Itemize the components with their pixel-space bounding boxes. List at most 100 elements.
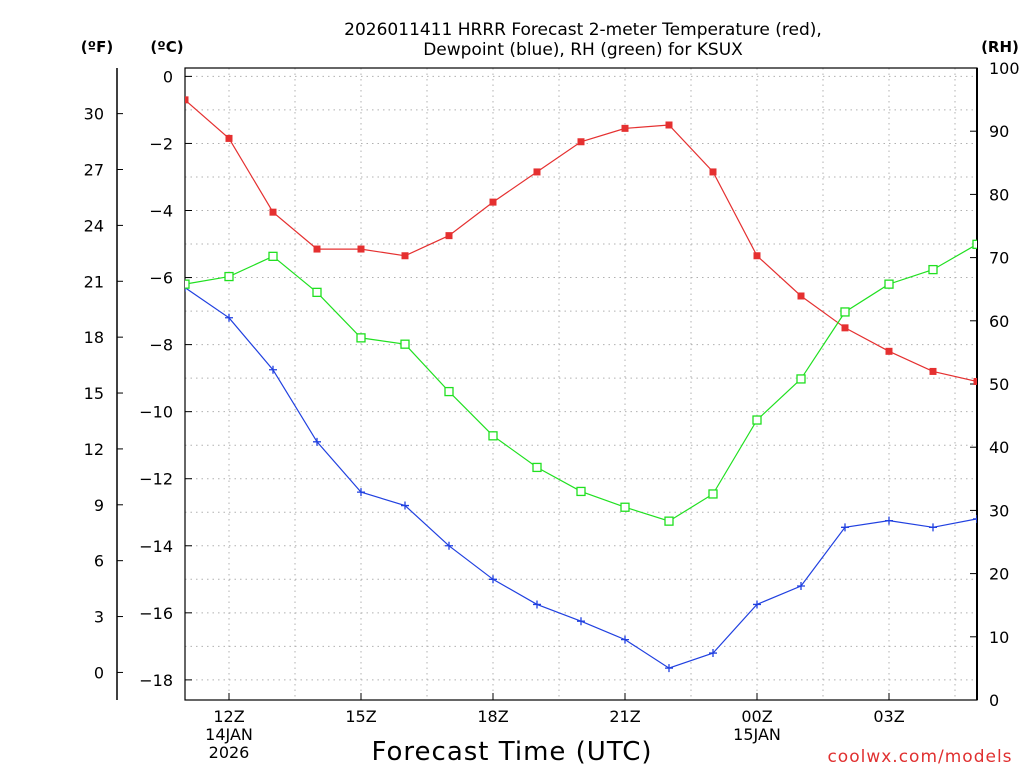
rh-tick-label: 40 xyxy=(989,438,1009,457)
fahrenheit-tick-label: 24 xyxy=(84,216,104,235)
rh-data-point xyxy=(752,415,762,425)
temperature-data-point xyxy=(269,208,277,216)
dewpoint-data-point xyxy=(357,488,365,497)
temperature-data-point xyxy=(929,367,937,375)
fahrenheit-tick-label: 18 xyxy=(84,328,104,347)
rh-tick-label: 10 xyxy=(989,628,1009,647)
rh-tick-label: 70 xyxy=(989,249,1009,268)
rh-data-point xyxy=(840,307,850,317)
dewpoint-data-point xyxy=(621,635,629,644)
rh-tick-label: 80 xyxy=(989,185,1009,204)
rh-data-point xyxy=(444,386,454,397)
x-tick-label: 15Z xyxy=(345,707,376,726)
x-tick-label: 14JAN xyxy=(205,725,253,744)
x-axis-title: Forecast Time (UTC) xyxy=(371,737,652,767)
fahrenheit-tick-label: 3 xyxy=(94,608,104,627)
temperature-data-point xyxy=(357,245,365,253)
temperature-data-point xyxy=(797,292,805,300)
celsius-tick-label: 0 xyxy=(163,67,173,86)
celsius-tick-label: −16 xyxy=(139,604,173,623)
rh-data-point xyxy=(312,287,322,298)
temperature-data-point xyxy=(621,124,629,132)
celsius-unit-label: (ºC) xyxy=(150,38,183,56)
plot-grid xyxy=(185,68,977,700)
rh-tick-label: 60 xyxy=(989,312,1009,331)
rh-data-point xyxy=(884,279,894,289)
fahrenheit-tick-label: 21 xyxy=(84,272,104,291)
dewpoint-data-point xyxy=(973,514,977,523)
celsius-tick-label: −10 xyxy=(139,403,173,422)
dewpoint-data-point xyxy=(577,617,585,626)
dewpoint-data-point xyxy=(665,664,673,673)
dewpoint-data-point xyxy=(489,575,497,584)
fahrenheit-tick-label: 15 xyxy=(84,384,104,403)
dewpoint-data-point xyxy=(313,437,321,446)
celsius-tick-label: −8 xyxy=(149,336,173,355)
rh-data-point xyxy=(620,502,630,512)
dewpoint-data-point xyxy=(753,600,761,609)
celsius-tick-label: −6 xyxy=(149,269,173,288)
temperature-data-point xyxy=(709,168,717,176)
source-credit: coolwx.com/models xyxy=(827,747,1012,767)
rh-data-point xyxy=(972,239,977,249)
temperature-data-point xyxy=(577,138,585,146)
fahrenheit-tick-label: 9 xyxy=(94,496,104,515)
fahrenheit-tick-label: 0 xyxy=(94,663,104,682)
axis-ticks: 0−2−4−6−8−10−12−14−16−183027242118151296… xyxy=(84,59,1020,762)
fahrenheit-tick-label: 12 xyxy=(84,440,104,459)
rh-data-point xyxy=(268,251,278,261)
rh-unit-label: (RH) xyxy=(981,38,1019,56)
temperature-data-point xyxy=(401,252,409,260)
x-tick-label: 00Z xyxy=(741,707,772,726)
dewpoint-data-point xyxy=(841,523,849,532)
x-tick-label: 18Z xyxy=(477,707,508,726)
rh-series-line xyxy=(185,243,977,522)
dewpoint-data-point xyxy=(929,523,937,532)
rh-tick-label: 30 xyxy=(989,501,1009,520)
x-tick-label: 12Z xyxy=(213,707,244,726)
dewpoint-data-point xyxy=(885,516,893,525)
rh-tick-label: 50 xyxy=(989,375,1009,394)
dewpoint-data-point xyxy=(709,649,717,658)
fahrenheit-tick-label: 6 xyxy=(94,552,104,571)
rh-data-point xyxy=(488,431,498,441)
temperature-data-point xyxy=(885,347,893,355)
celsius-tick-label: −2 xyxy=(149,134,173,153)
rh-data-point xyxy=(928,264,938,275)
rh-tick-label: 100 xyxy=(989,59,1020,78)
celsius-tick-label: −14 xyxy=(139,537,173,556)
rh-tick-label: 20 xyxy=(989,565,1009,584)
series-layer xyxy=(185,96,977,673)
temperature-data-point xyxy=(445,232,453,240)
dewpoint-data-point xyxy=(401,501,409,510)
celsius-tick-label: −4 xyxy=(149,201,173,220)
rh-data-point xyxy=(576,486,586,497)
celsius-tick-label: −18 xyxy=(139,671,173,690)
x-tick-label: 15JAN xyxy=(733,725,781,744)
rh-data-point xyxy=(532,462,542,473)
x-tick-label: 21Z xyxy=(609,707,640,726)
temperature-data-point xyxy=(753,252,761,260)
dewpoint-data-point xyxy=(225,313,233,322)
dewpoint-data-point xyxy=(533,600,541,609)
plot-frame xyxy=(184,67,978,701)
celsius-tick-label: −12 xyxy=(139,470,173,489)
temperature-data-point xyxy=(225,134,233,142)
fahrenheit-tick-label: 30 xyxy=(84,105,104,124)
temperature-data-point xyxy=(185,96,189,104)
rh-data-point xyxy=(708,489,718,499)
chart-title-line-2: Dewpoint (blue), RH (green) for KSUX xyxy=(423,40,743,60)
temperature-data-point xyxy=(665,121,673,129)
rh-data-point xyxy=(356,333,366,343)
dewpoint-data-point xyxy=(797,582,805,591)
rh-data-point xyxy=(185,279,190,289)
x-tick-label: 03Z xyxy=(873,707,904,726)
rh-tick-label: 0 xyxy=(989,691,999,710)
rh-data-point xyxy=(796,374,806,384)
rh-data-point xyxy=(664,516,674,526)
temperature-data-point xyxy=(489,198,497,206)
rh-data-point xyxy=(224,271,234,282)
x-tick-label: 2026 xyxy=(209,743,250,762)
temperature-data-point xyxy=(841,324,849,332)
